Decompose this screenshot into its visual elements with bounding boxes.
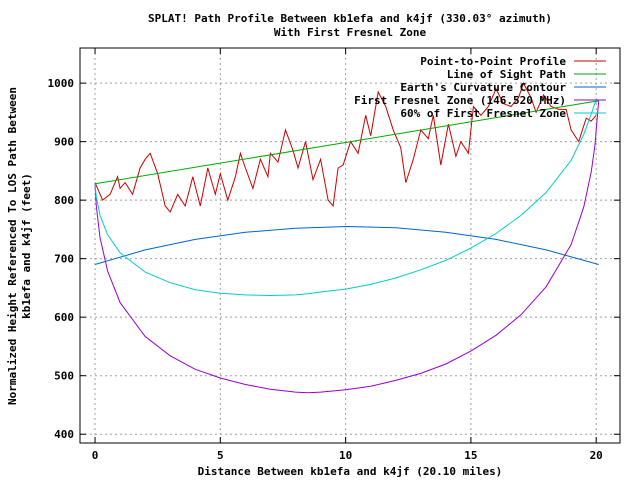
y-tick-label: 1000 [48, 77, 75, 90]
plot-frame [79, 47, 621, 444]
x-tick-label: 10 [339, 449, 352, 462]
y-tick-label: 800 [54, 194, 74, 207]
legend-label-profile: Point-to-Point Profile [420, 55, 566, 68]
y-tick-label: 400 [54, 428, 74, 441]
data-series [94, 81, 600, 394]
y-tick-label: 600 [54, 311, 74, 324]
y-tick-label: 900 [54, 136, 74, 149]
chart-title: SPLAT! Path Profile Between kb1efa and k… [148, 12, 552, 25]
x-tick-label: 20 [590, 449, 603, 462]
series-line-fresnel-60 [94, 100, 599, 297]
y-tick-label: 700 [54, 253, 74, 266]
series-line-profile [94, 81, 597, 213]
chart-subtitle: With First Fresnel Zone [274, 26, 427, 39]
grid [80, 48, 620, 443]
series-line-curvature [94, 225, 599, 265]
x-tick-label: 15 [464, 449, 477, 462]
y-axis-label-line1: Normalized Height Referenced To LOS Path… [6, 87, 19, 405]
legend-label-los: Line of Sight Path [447, 68, 566, 81]
x-tick-label: 5 [217, 449, 224, 462]
y-axis-label-line2: kb1efa and k4jf (feet) [20, 173, 33, 319]
axis-ticks: 0 5 10 15 20 400 500 600 700 800 900 1000 [48, 48, 620, 462]
series-line-fresnel [94, 100, 600, 394]
legend-label-fresnel-60: 60% of First Fresnel Zone [400, 107, 566, 120]
x-axis-label: Distance Between kb1efa and k4jf (20.10 … [198, 465, 503, 478]
x-tick-label: 0 [92, 449, 99, 462]
legend-label-fresnel: First Fresnel Zone (146.520 MHz) [354, 94, 566, 107]
legend-label-curvature: Earth's Curvature Contour [400, 81, 566, 94]
series-line-los [94, 100, 599, 185]
y-tick-label: 500 [54, 370, 74, 383]
